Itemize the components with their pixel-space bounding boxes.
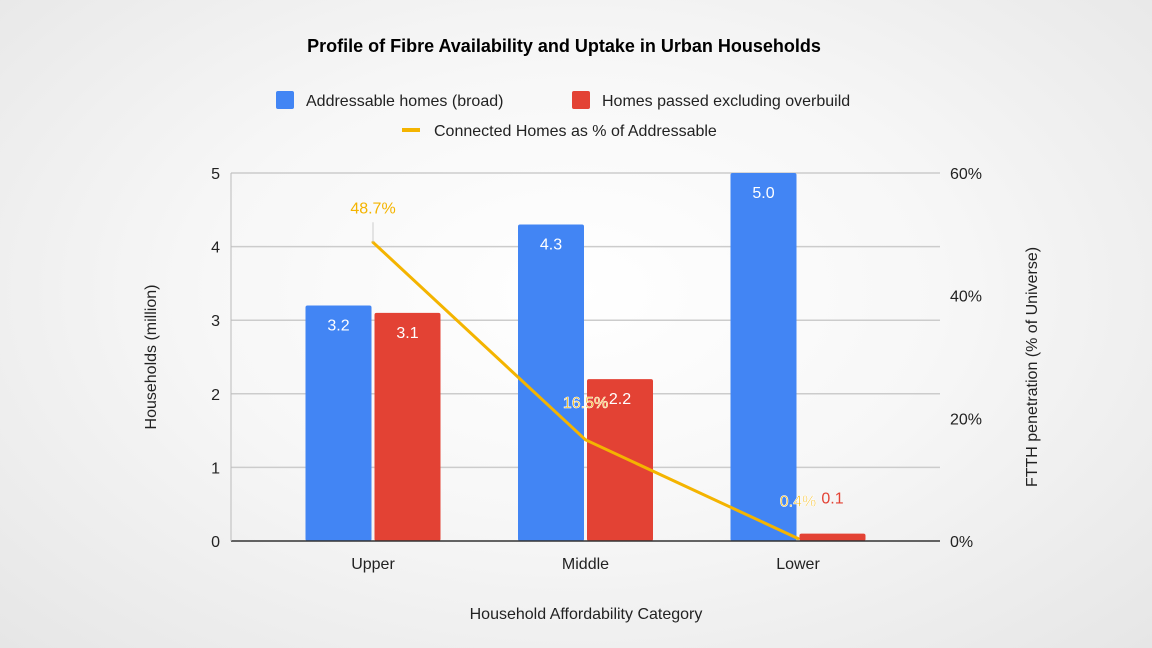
x-axis-title: Household Affordability Category [470, 606, 703, 623]
line-point [584, 438, 587, 442]
bar-value-label: 3.2 [327, 317, 349, 334]
y-tick-label: 1 [211, 460, 220, 477]
y2-tick-label: 60% [950, 166, 982, 183]
y2-tick-label: 0% [950, 534, 973, 551]
line-point [796, 537, 800, 541]
bar-value-label: 4.3 [540, 237, 562, 254]
bar-value-label: 5.0 [752, 185, 774, 202]
legend-swatch-1 [572, 91, 590, 109]
bar-value-label: 3.1 [396, 325, 418, 342]
bar-addressable [305, 305, 372, 541]
bar-addressable [730, 173, 797, 541]
bar-value-label: 0.1 [821, 491, 843, 508]
y2-tick-label: 20% [950, 411, 982, 428]
legend-swatch-line [402, 128, 420, 132]
y-tick-label: 0 [211, 534, 220, 551]
y2-axis-title: FTTH penetration (% of Universe) [1024, 247, 1041, 487]
bar-addressable [518, 224, 584, 541]
bar-value-label: 2.2 [609, 391, 631, 408]
legend-label: Homes passed excluding overbuild [602, 93, 850, 110]
x-tick-label: Middle [562, 556, 609, 573]
y-tick-label: 3 [211, 313, 220, 330]
y2-tick-label: 40% [950, 289, 982, 306]
line-value-label: 48.7% [350, 200, 395, 217]
y-tick-label: 5 [211, 166, 220, 183]
legend-swatch-0 [276, 91, 294, 109]
bar-homes-passed [799, 533, 866, 541]
y-axis-title: Households (million) [143, 285, 160, 430]
line-series [371, 240, 800, 541]
legend: Addressable homes (broad) Homes passed ex… [276, 91, 850, 140]
y-tick-label: 2 [211, 387, 220, 404]
legend-label: Addressable homes (broad) [306, 93, 503, 110]
line-value-label: 16.5% [563, 395, 608, 412]
bars [305, 173, 866, 541]
bar-homes-passed [587, 379, 653, 541]
line-value-label: 0.4% [780, 494, 816, 511]
x-tick-label: Upper [351, 556, 395, 573]
y-tick-label: 4 [211, 240, 220, 257]
bar-homes-passed [374, 312, 441, 541]
legend-label: Connected Homes as % of Addressable [434, 123, 717, 140]
data-labels: 3.2 4.3 5.0 3.1 2.2 0.1 48.7% 16.5% 0.4% [327, 185, 843, 511]
chart-title: Profile of Fibre Availability and Uptake… [307, 36, 821, 56]
axes: 0 1 2 3 4 5 0% 20% 40% 60% Upper Middle Lower [211, 166, 982, 573]
x-tick-label: Lower [776, 556, 820, 573]
